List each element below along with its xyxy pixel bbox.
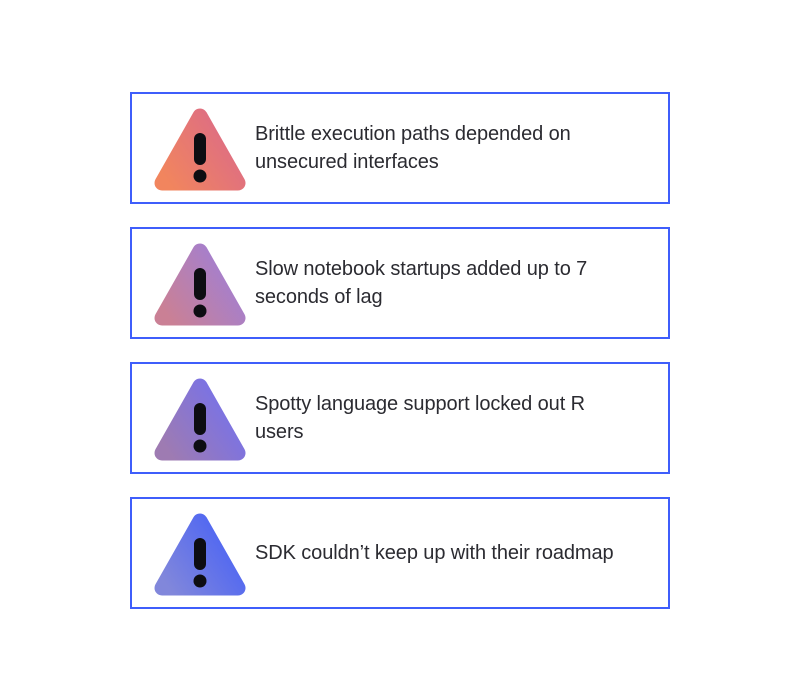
warning-card-list: Brittle execution paths depended on unse… <box>130 92 670 609</box>
warning-card: Brittle execution paths depended on unse… <box>130 92 670 204</box>
warning-text: Slow notebook startups added up to 7 sec… <box>255 258 588 308</box>
warning-triangle-icon <box>154 378 246 461</box>
warning-card: Spotty language support locked out R use… <box>130 362 670 474</box>
warning-text: Brittle execution paths depended on unse… <box>255 123 571 173</box>
warning-text: SDK couldn’t keep up with their roadmap <box>255 542 614 564</box>
warning-text: Spotty language support locked out R use… <box>255 393 585 443</box>
warning-card: Slow notebook startups added up to 7 sec… <box>130 227 670 339</box>
warning-triangle-icon <box>154 108 246 191</box>
warning-triangle-icon <box>154 513 246 596</box>
warning-triangle-icon <box>154 243 246 326</box>
warning-card: SDK couldn’t keep up with their roadmap <box>130 497 670 609</box>
